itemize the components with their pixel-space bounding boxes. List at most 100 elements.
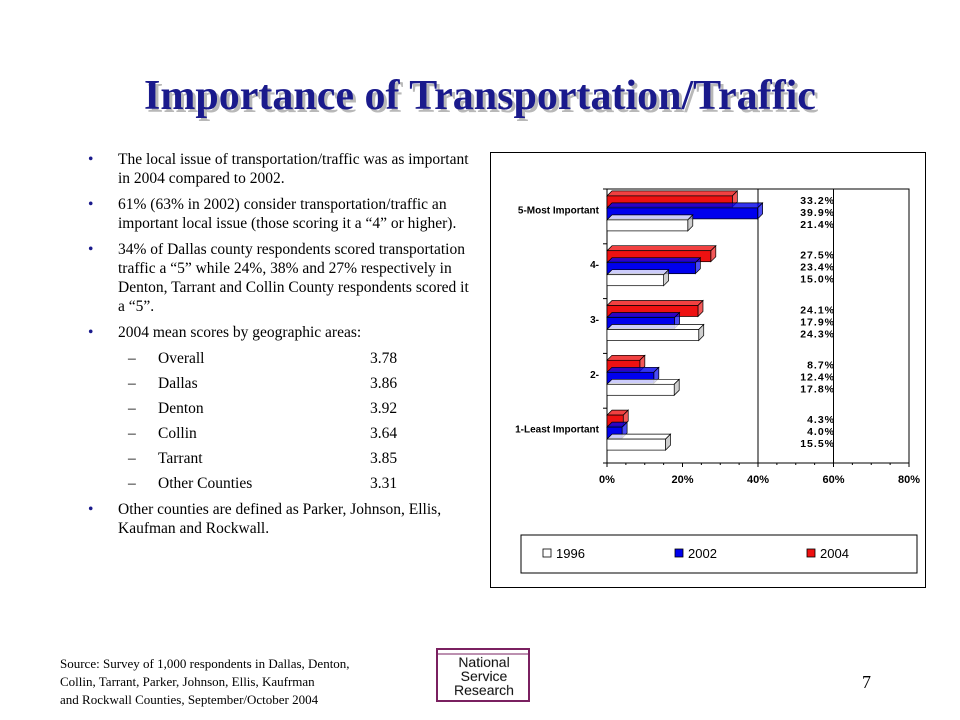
y-tick-label: 3- — [590, 315, 599, 326]
bullet-item: • 34% of Dallas county respondents score… — [88, 240, 473, 316]
bar-top-face — [606, 190, 739, 197]
bullet-text: 61% (63% in 2002) consider transportatio… — [118, 196, 457, 232]
slide-title: Importance of Transportation/Traffic — [144, 73, 816, 119]
legend-label: 2002 — [688, 546, 717, 561]
area-name: Dallas — [158, 375, 198, 392]
bar-top-face — [606, 324, 705, 330]
bar — [606, 274, 664, 287]
bar-top-face — [606, 366, 660, 373]
bar-top-face — [606, 269, 670, 276]
bar-top-face — [606, 378, 681, 385]
area-score: 3.31 — [370, 475, 398, 492]
bullet-text: 2004 mean scores by geographic areas: — [118, 324, 362, 341]
dash-mark: – — [128, 425, 136, 442]
bullet-item: • Other counties are defined as Parker, … — [88, 500, 473, 538]
data-label: 39.9% — [800, 207, 835, 219]
bar-top-face — [606, 202, 764, 209]
y-tick-label: 1-Least Important — [515, 425, 600, 436]
bullet-mark: • — [88, 324, 94, 341]
logo-line-2: Service — [461, 668, 508, 684]
bullet-item: • The local issue of transportation/traf… — [88, 150, 473, 188]
source-line: Collin, Tarrant, Parker, Johnson, Ellis,… — [60, 674, 315, 689]
area-score: 3.92 — [370, 400, 398, 417]
bullet-text: Other counties are defined as Parker, Jo… — [118, 501, 442, 537]
legend-swatch — [542, 548, 552, 558]
data-label: 17.8% — [800, 383, 835, 395]
bullet-list: • The local issue of transportation/traf… — [88, 150, 473, 545]
area-name: Other Counties — [158, 475, 253, 492]
data-label: 4.3% — [807, 414, 835, 426]
chart-frame: 0% 20% 40% 60% 80% 5-Most Important 33.2% 39.9%… — [490, 152, 926, 588]
mean-score-row: – Other Counties 3.31 — [88, 474, 473, 493]
data-label: 15.5% — [800, 438, 835, 450]
legend-label: 2004 — [820, 546, 849, 561]
legend-label: 1996 — [556, 546, 585, 561]
bullet-mark: • — [88, 241, 94, 258]
legend-swatch — [806, 548, 816, 558]
bar — [606, 438, 666, 451]
data-label: 4.0% — [807, 426, 835, 438]
source-line: Source: Survey of 1,000 respondents in D… — [60, 656, 350, 671]
bullet-text: The local issue of transportation/traffi… — [118, 151, 469, 187]
data-label: 24.1% — [800, 305, 835, 317]
x-tick-label: 0% — [599, 474, 615, 486]
area-name: Overall — [158, 350, 205, 367]
x-tick-label: 60% — [822, 474, 844, 486]
mean-score-row: – Overall 3.78 — [88, 349, 473, 368]
data-label: 21.4% — [800, 219, 835, 231]
data-label: 17.9% — [800, 317, 835, 329]
y-tick-label: 5-Most Important — [518, 205, 600, 216]
bar — [606, 219, 689, 232]
source-note: Source: Survey of 1,000 respondents in D… — [60, 655, 350, 709]
dash-mark: – — [128, 350, 136, 367]
dash-mark: – — [128, 475, 136, 492]
area-name: Collin — [158, 425, 197, 442]
data-label: 27.5% — [800, 250, 835, 262]
bar-top-face — [606, 354, 646, 361]
area-score: 3.64 — [370, 425, 398, 442]
logo-border — [436, 648, 530, 702]
mean-score-row: – Denton 3.92 — [88, 399, 473, 418]
bullet-item: • 61% (63% in 2002) consider transportat… — [88, 195, 473, 233]
legend-swatch — [674, 548, 684, 558]
page-number: 7 — [862, 672, 871, 692]
area-score: 3.85 — [370, 450, 398, 467]
bar-top-face — [606, 245, 717, 252]
bar — [606, 383, 675, 396]
x-tick-label: 20% — [671, 474, 693, 486]
bar — [606, 329, 700, 341]
area-score: 3.78 — [370, 350, 398, 367]
area-name: Tarrant — [158, 450, 203, 467]
area-name: Denton — [158, 400, 204, 417]
bar-top-face — [606, 300, 704, 306]
mean-score-list: – Overall 3.78 – Dallas 3.86 – Denton 3.… — [88, 349, 473, 493]
bar-top-face — [606, 214, 694, 221]
bullet-text: 34% of Dallas county respondents scored … — [118, 241, 469, 315]
bar-top-face — [606, 433, 672, 440]
dash-mark: – — [128, 375, 136, 392]
data-label: 23.4% — [800, 262, 835, 274]
data-label: 8.7% — [807, 359, 835, 371]
mean-score-row: – Collin 3.64 — [88, 424, 473, 443]
mean-score-row: – Tarrant 3.85 — [88, 449, 473, 468]
source-line: and Rockwall Counties, September/October… — [60, 692, 319, 707]
bar-chart: 0% 20% 40% 60% 80% 5-Most Important 33.2%39.9%… — [515, 188, 920, 574]
national-service-research-logo: National Service Research — [436, 648, 530, 702]
area-score: 3.86 — [370, 375, 398, 392]
bullet-mark: • — [88, 501, 94, 518]
bullet-mark: • — [88, 151, 94, 168]
legend — [520, 534, 918, 574]
data-label: 33.2% — [800, 195, 835, 207]
mean-score-row: – Dallas 3.86 — [88, 374, 473, 393]
bullet-mark: • — [88, 196, 94, 213]
dash-mark: – — [128, 450, 136, 467]
bullet-item: • 2004 mean scores by geographic areas: — [88, 323, 473, 342]
logo-line-3: Research — [454, 682, 514, 698]
bar-top-face — [606, 312, 681, 318]
data-label: 12.4% — [800, 371, 835, 383]
bar-top-face — [606, 257, 702, 264]
data-label: 15.0% — [800, 274, 835, 286]
dash-mark: – — [128, 400, 136, 417]
logo-line-1: National — [458, 654, 509, 670]
data-label: 24.3% — [800, 329, 835, 341]
